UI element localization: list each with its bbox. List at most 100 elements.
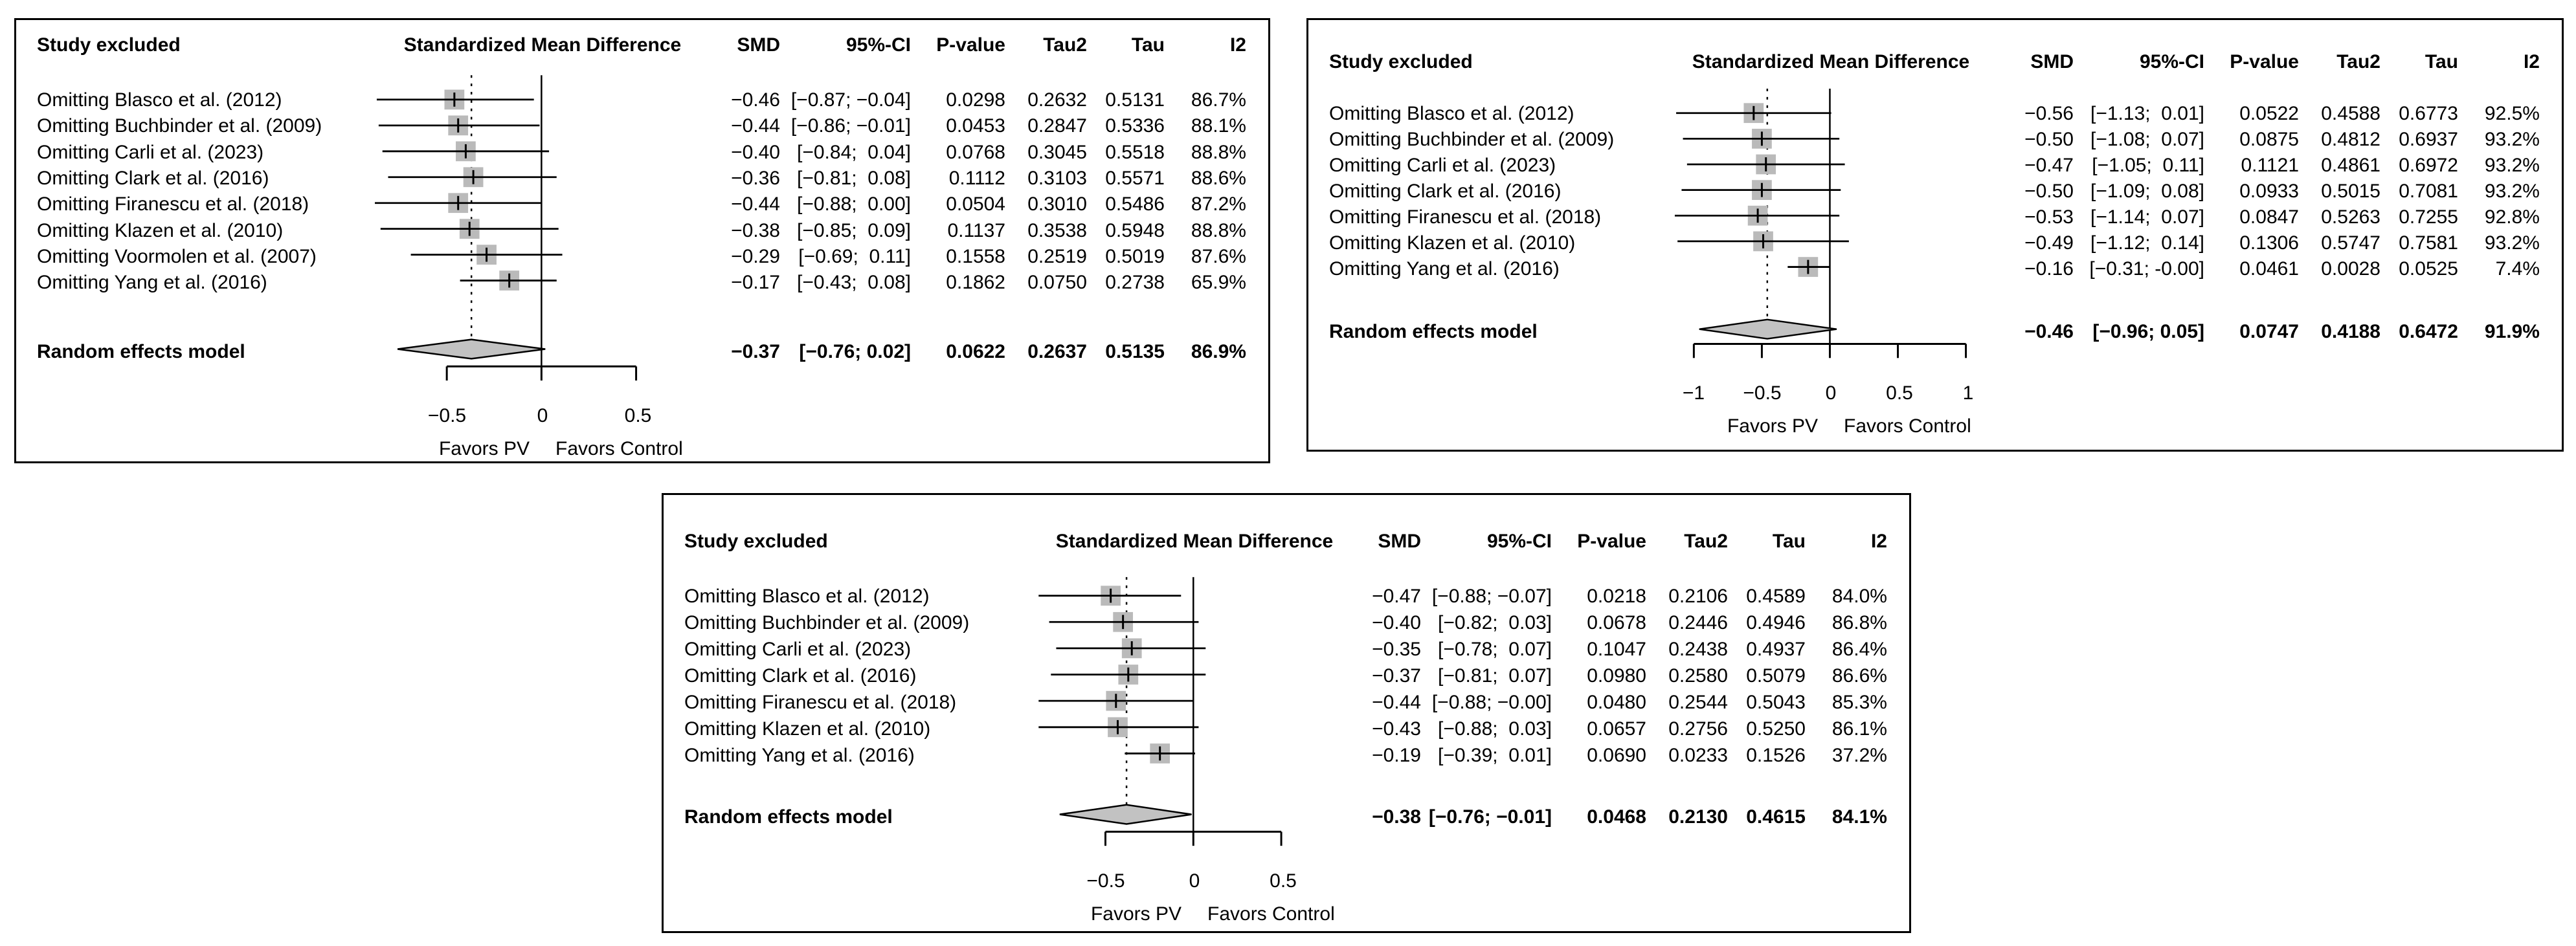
study-label: Omitting Clark et al. (2016) <box>1329 181 1562 202</box>
study-label: Omitting Buchbinder et al. (2009) <box>37 115 322 137</box>
study-tau2: 0.0028 <box>2321 258 2380 280</box>
study-i2: 86.1% <box>1831 718 1887 740</box>
axis-tick-label: 0.5 <box>1270 870 1297 892</box>
column-header-p-value: P-value <box>936 34 1005 56</box>
study-i2: 37.2% <box>1831 745 1887 766</box>
column-header-tau: Tau <box>1772 531 1806 552</box>
summary-i2: 84.1% <box>1831 806 1887 828</box>
study-ci: [−1.12; 0.14] <box>2090 232 2204 254</box>
study-ci: [−0.84; 0.04] <box>797 141 911 163</box>
study-i2: 86.6% <box>1831 665 1887 687</box>
summary-tau2: 0.2637 <box>1027 341 1087 362</box>
column-header-tau2: Tau2 <box>2336 51 2380 72</box>
study-label: Omitting Voormolen et al. (2007) <box>37 245 317 267</box>
study-tau2: 0.2446 <box>1668 612 1728 633</box>
study-p-value: 0.0657 <box>1587 718 1646 740</box>
axis-tick-label: 0 <box>537 405 548 426</box>
study-label: Omitting Klazen et al. (2010) <box>37 219 284 241</box>
axis-tick-label: −0.5 <box>427 405 467 426</box>
study-tau: 0.5131 <box>1105 89 1165 111</box>
study-tau: 0.5571 <box>1105 167 1165 189</box>
study-row-marks <box>1686 154 1845 175</box>
summary-smd: −0.38 <box>1372 806 1421 828</box>
study-i2: 87.2% <box>1191 193 1246 215</box>
study-label: Omitting Yang et al. (2016) <box>1329 258 1560 280</box>
study-i2: 93.2% <box>2484 155 2540 176</box>
study-tau2: 0.4861 <box>2321 155 2380 176</box>
favors-left-label: Favors PV <box>438 438 530 459</box>
column-header-ci: 95%-CI <box>846 34 911 56</box>
study-row-marks <box>375 193 542 214</box>
study-row-marks <box>1787 257 1830 277</box>
study-label: Omitting Blasco et al. (2012) <box>1329 103 1574 124</box>
study-smd: −0.40 <box>1372 612 1421 633</box>
column-header-p-value: P-value <box>2230 51 2299 72</box>
column-header-study-excluded: Study excluded <box>37 34 181 56</box>
summary-tau2: 0.2130 <box>1668 806 1728 828</box>
study-ci: [−0.43; 0.08] <box>797 272 911 294</box>
study-tau: 0.5336 <box>1105 115 1165 137</box>
study-p-value: 0.0875 <box>2239 129 2299 150</box>
column-header-i2: I2 <box>1870 531 1887 552</box>
study-tau: 0.0525 <box>2399 258 2458 280</box>
study-row-marks <box>1676 103 1831 124</box>
study-ci: [−1.08; 0.07] <box>2090 129 2204 150</box>
study-label: Omitting Yang et al. (2016) <box>684 745 915 766</box>
study-i2: 7.4% <box>2495 258 2540 280</box>
study-ci: [−0.39; 0.01] <box>1438 745 1552 766</box>
column-header-plot-title: Standardized Mean Difference <box>1692 51 1970 72</box>
study-p-value: 0.1862 <box>946 272 1005 294</box>
study-row-marks <box>1051 665 1206 685</box>
study-tau: 0.1526 <box>1746 745 1806 766</box>
study-ci: [−0.88; −0.07] <box>1431 586 1552 607</box>
study-i2: 92.5% <box>2484 103 2540 124</box>
study-p-value: 0.0980 <box>1587 665 1646 687</box>
column-header-plot-title: Standardized Mean Difference <box>403 34 682 56</box>
study-p-value: 0.0504 <box>946 193 1005 215</box>
study-tau2: 0.2580 <box>1668 665 1728 687</box>
study-label: Omitting Blasco et al. (2012) <box>37 89 282 111</box>
study-p-value: 0.0678 <box>1587 612 1646 633</box>
summary-ci: [−0.96; 0.05] <box>2092 321 2204 342</box>
study-label: Omitting Clark et al. (2016) <box>684 665 917 687</box>
study-row-marks <box>1049 611 1199 632</box>
study-p-value: 0.1047 <box>1587 639 1646 660</box>
summary-ci: [−0.76; −0.01] <box>1428 806 1552 828</box>
column-header-tau: Tau <box>1131 34 1165 56</box>
study-label: Omitting Firanescu et al. (2018) <box>1329 206 1602 228</box>
summary-p-value: 0.0468 <box>1587 806 1646 828</box>
study-i2: 88.1% <box>1191 115 1246 137</box>
study-label: Omitting Firanescu et al. (2018) <box>37 193 309 215</box>
study-smd: −0.50 <box>2024 129 2074 150</box>
study-i2: 93.2% <box>2484 232 2540 254</box>
favors-right-label: Favors Control <box>1844 415 1971 437</box>
favors-right-label: Favors Control <box>555 438 683 459</box>
study-smd: −0.49 <box>2024 232 2074 254</box>
favors-left-label: Favors PV <box>1090 903 1182 925</box>
study-smd: −0.50 <box>2024 181 2074 202</box>
study-row-marks <box>1125 743 1195 764</box>
study-i2: 86.8% <box>1831 612 1887 633</box>
column-header-tau2: Tau2 <box>1043 34 1087 56</box>
column-header-study-excluded: Study excluded <box>1329 51 1473 72</box>
column-header-ci: 95%-CI <box>2139 51 2204 72</box>
column-header-i2: I2 <box>2523 51 2540 72</box>
study-ci: [−1.05; 0.11] <box>2092 155 2204 176</box>
study-p-value: 0.1306 <box>2239 232 2299 254</box>
summary-tau: 0.4615 <box>1746 806 1806 828</box>
study-row-marks <box>460 270 557 291</box>
study-row-marks <box>1056 638 1206 659</box>
study-ci: [−0.82; 0.03] <box>1438 612 1552 633</box>
study-ci: [−1.13; 0.01] <box>2090 103 2204 124</box>
summary-diamond <box>1059 804 1192 825</box>
summary-smd: −0.37 <box>731 341 780 362</box>
column-header-smd: SMD <box>2030 51 2074 72</box>
forest-panel-top-right: Study excluded Standardized Mean Differe… <box>1306 18 2564 452</box>
study-smd: −0.36 <box>731 167 780 189</box>
study-tau2: 0.5015 <box>2321 181 2380 202</box>
study-smd: −0.43 <box>1372 718 1421 740</box>
study-p-value: 0.1112 <box>948 167 1005 189</box>
summary-row-label: Random effects model <box>1329 321 1538 342</box>
forest-plot-canvas-3 <box>1038 577 1282 846</box>
